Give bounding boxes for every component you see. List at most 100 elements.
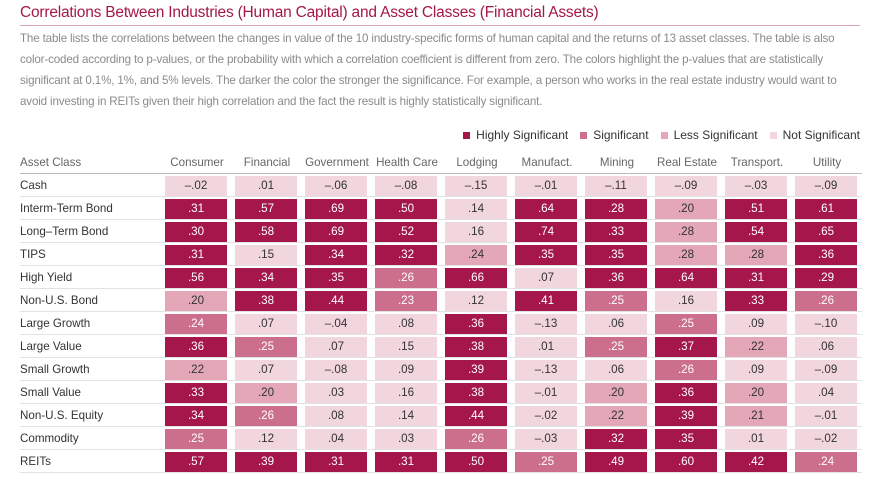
table-cell: .38 bbox=[232, 288, 302, 312]
correlation-value: .41 bbox=[515, 290, 577, 311]
correlation-value: .31 bbox=[165, 198, 227, 219]
correlation-value: .03 bbox=[305, 382, 367, 403]
correlation-value: .64 bbox=[515, 198, 577, 219]
table-cell: .32 bbox=[582, 426, 652, 450]
correlation-value: .33 bbox=[165, 382, 227, 403]
table-row: High Yield .56 .34 .35 .26 .66 .07 .36 .64 .31 .29 bbox=[20, 265, 862, 289]
correlation-value: .01 bbox=[235, 175, 297, 196]
table-cell: .22 bbox=[582, 403, 652, 427]
correlation-value: .12 bbox=[445, 290, 507, 311]
legend-label: Less Significant bbox=[673, 128, 758, 142]
correlation-value: .35 bbox=[515, 244, 577, 265]
correlation-value: .06 bbox=[585, 359, 647, 380]
table-cell: –.13 bbox=[512, 311, 582, 335]
correlation-value: –.10 bbox=[795, 313, 857, 334]
table-cell: –.08 bbox=[302, 357, 372, 381]
correlation-value: .56 bbox=[165, 267, 227, 288]
row-label: Long–Term Bond bbox=[20, 219, 162, 243]
correlation-value: .57 bbox=[165, 451, 227, 472]
correlation-value: .28 bbox=[725, 244, 787, 265]
correlation-value: –.06 bbox=[305, 175, 367, 196]
table-cell: .32 bbox=[372, 242, 442, 266]
correlation-value: –.01 bbox=[515, 382, 577, 403]
correlation-value: .50 bbox=[445, 451, 507, 472]
correlation-value: .66 bbox=[445, 267, 507, 288]
correlation-value: .09 bbox=[725, 313, 787, 334]
table-cell: .42 bbox=[722, 449, 792, 473]
correlation-value: .12 bbox=[235, 428, 297, 449]
correlation-value: .04 bbox=[795, 382, 857, 403]
table-cell: –.09 bbox=[652, 173, 722, 197]
table-cell: –.09 bbox=[792, 173, 862, 197]
table-cell: .12 bbox=[232, 426, 302, 450]
correlation-value: .20 bbox=[235, 382, 297, 403]
row-label: Large Value bbox=[20, 334, 162, 358]
table-cell: .39 bbox=[232, 449, 302, 473]
table-cell: .24 bbox=[792, 449, 862, 473]
table-cell: .25 bbox=[582, 288, 652, 312]
table-body: Cash –.02.01 –.06 –.08 –.15 –.01 –.11 –.09 –.03–… bbox=[20, 173, 862, 473]
table-cell: –.15 bbox=[442, 173, 512, 197]
table-cell: .09 bbox=[722, 357, 792, 381]
correlation-value: .38 bbox=[445, 382, 507, 403]
table-cell: .35 bbox=[652, 426, 722, 450]
correlation-value: .06 bbox=[585, 313, 647, 334]
correlation-value: –.01 bbox=[795, 405, 857, 426]
asset-class-header: Asset Class bbox=[20, 152, 162, 174]
correlation-value: .31 bbox=[305, 451, 367, 472]
table-cell: .30 bbox=[162, 219, 232, 243]
correlation-value: .39 bbox=[445, 359, 507, 380]
table-cell: .21 bbox=[722, 403, 792, 427]
table-cell: –.10 bbox=[792, 311, 862, 335]
table-cell: .03 bbox=[372, 426, 442, 450]
correlation-value: .29 bbox=[795, 267, 857, 288]
table-cell: .57 bbox=[232, 196, 302, 220]
table-cell: .25 bbox=[512, 449, 582, 473]
table-cell: .26 bbox=[442, 426, 512, 450]
table-cell: .28 bbox=[652, 242, 722, 266]
table-cell: –.01 bbox=[792, 403, 862, 427]
table-cell: .60 bbox=[652, 449, 722, 473]
table-cell: –.08 bbox=[372, 173, 442, 197]
table-row: Large Growth .24 .07 –.04 .08 .36 –.13 .06 .25 .0… bbox=[20, 311, 862, 335]
correlation-value: .28 bbox=[655, 221, 717, 242]
table-cell: .28 bbox=[582, 196, 652, 220]
table-cell: –.04 bbox=[302, 311, 372, 335]
correlation-value: .38 bbox=[445, 336, 507, 357]
correlation-value: .15 bbox=[235, 244, 297, 265]
table-cell: .26 bbox=[232, 403, 302, 427]
table-cell: .07 bbox=[302, 334, 372, 358]
table-cell: .35 bbox=[512, 242, 582, 266]
correlation-value: –.09 bbox=[795, 175, 857, 196]
correlation-value: .01 bbox=[725, 428, 787, 449]
correlation-value: .24 bbox=[165, 313, 227, 334]
table-cell: .01 bbox=[512, 334, 582, 358]
table-cell: .07 bbox=[232, 311, 302, 335]
table-cell: .36 bbox=[582, 265, 652, 289]
correlation-value: .44 bbox=[445, 405, 507, 426]
table-cell: .26 bbox=[792, 288, 862, 312]
significance-legend: Highly Significant Significant Less Signif… bbox=[451, 128, 860, 142]
table-cell: .06 bbox=[582, 357, 652, 381]
table-cell: .04 bbox=[302, 426, 372, 450]
correlation-value: –.02 bbox=[515, 405, 577, 426]
correlation-value: .07 bbox=[235, 359, 297, 380]
table-row: Commodity .25 .12 .04 .03 .26 –.03 .32 .35 .01 –.0… bbox=[20, 426, 862, 450]
table-cell: .57 bbox=[162, 449, 232, 473]
correlation-value: –.08 bbox=[305, 359, 367, 380]
correlation-value: .26 bbox=[795, 290, 857, 311]
description-text: The table lists the correlations between… bbox=[20, 32, 837, 108]
table-cell: .20 bbox=[582, 380, 652, 404]
table-cell: .31 bbox=[372, 449, 442, 473]
correlation-value: .24 bbox=[795, 451, 857, 472]
table-row: Non-U.S. Bond .20 .38 .44 .23 .12 .41 .25 .16 .33… bbox=[20, 288, 862, 312]
column-header: Utility bbox=[792, 152, 862, 174]
correlation-value: –.02 bbox=[165, 175, 227, 196]
table-cell: .38 bbox=[442, 334, 512, 358]
table-cell: .25 bbox=[162, 426, 232, 450]
table-cell: .20 bbox=[162, 288, 232, 312]
table-cell: .24 bbox=[442, 242, 512, 266]
table-cell: –.02 bbox=[512, 403, 582, 427]
table-cell: .25 bbox=[652, 311, 722, 335]
legend-label: Highly Significant bbox=[476, 128, 569, 142]
